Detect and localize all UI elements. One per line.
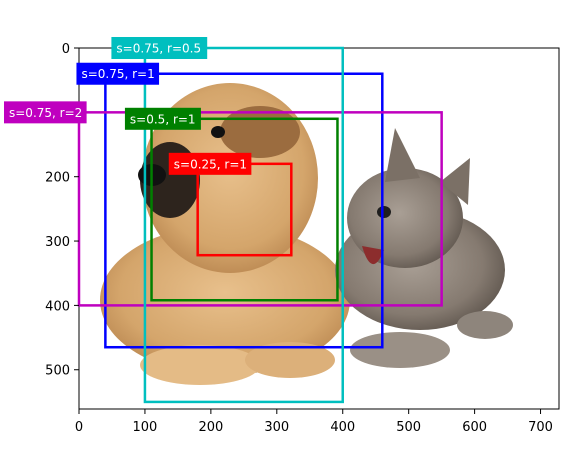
x-tick-label-1: 100 [133, 420, 158, 435]
dog-eye [211, 126, 225, 138]
box-label-text-1: s=0.5, r=1 [130, 112, 196, 126]
x-tick-label-0: 0 [75, 420, 83, 435]
y-tick-label-5: 500 [45, 364, 70, 379]
y-tick-label-2: 200 [45, 171, 70, 186]
box-label-bg-2 [168, 152, 252, 175]
photo-image [79, 48, 559, 409]
cat-mouth [362, 246, 384, 265]
box-label-bg-4 [111, 37, 208, 59]
x-tick-label-2: 200 [198, 420, 223, 435]
box-label-bg-0 [76, 62, 160, 85]
y-tick-label-0: 0 [62, 42, 70, 57]
x-tick-label-5: 500 [396, 420, 421, 435]
box-labels: s=0.75, r=1 s=0.5, r=1 s=0.25, r=1 s=0.75, … [4, 37, 252, 175]
x-axis: 0 100 200 300 400 500 600 700 [75, 409, 553, 435]
bbox-0 [104, 72, 384, 349]
box-label-4: s=0.75, r=0.5 [111, 37, 208, 59]
box-label-text-4: s=0.75, r=0.5 [116, 42, 201, 56]
x-tick-label-7: 700 [528, 420, 553, 435]
cat-head [347, 168, 463, 268]
box-label-text-3: s=0.75, r=2 [9, 106, 82, 120]
box-label-bg-1 [124, 107, 201, 130]
cat-ear-right [440, 158, 470, 205]
bbox-1 [150, 117, 339, 302]
box-label-text-2: s=0.25, r=1 [174, 157, 247, 171]
cat-eye [377, 206, 391, 218]
cat-ear-left [385, 128, 420, 182]
box-label-text-0: s=0.75, r=1 [81, 67, 154, 81]
bbox-4 [143, 46, 344, 404]
box-label-3: s=0.75, r=2 [4, 101, 87, 124]
y-tick-label-3: 300 [45, 235, 70, 250]
dog-ear [220, 106, 300, 158]
x-tick-label-6: 600 [462, 420, 487, 435]
box-label-1: s=0.5, r=1 [124, 107, 201, 130]
x-tick-label-4: 400 [330, 420, 355, 435]
y-tick-label-4: 400 [45, 299, 70, 314]
box-label-0: s=0.75, r=1 [76, 62, 160, 85]
x-tick-label-3: 300 [264, 420, 289, 435]
box-label-bg-3 [4, 101, 87, 124]
bbox-3 [77, 111, 443, 307]
box-label-2: s=0.25, r=1 [168, 152, 252, 175]
